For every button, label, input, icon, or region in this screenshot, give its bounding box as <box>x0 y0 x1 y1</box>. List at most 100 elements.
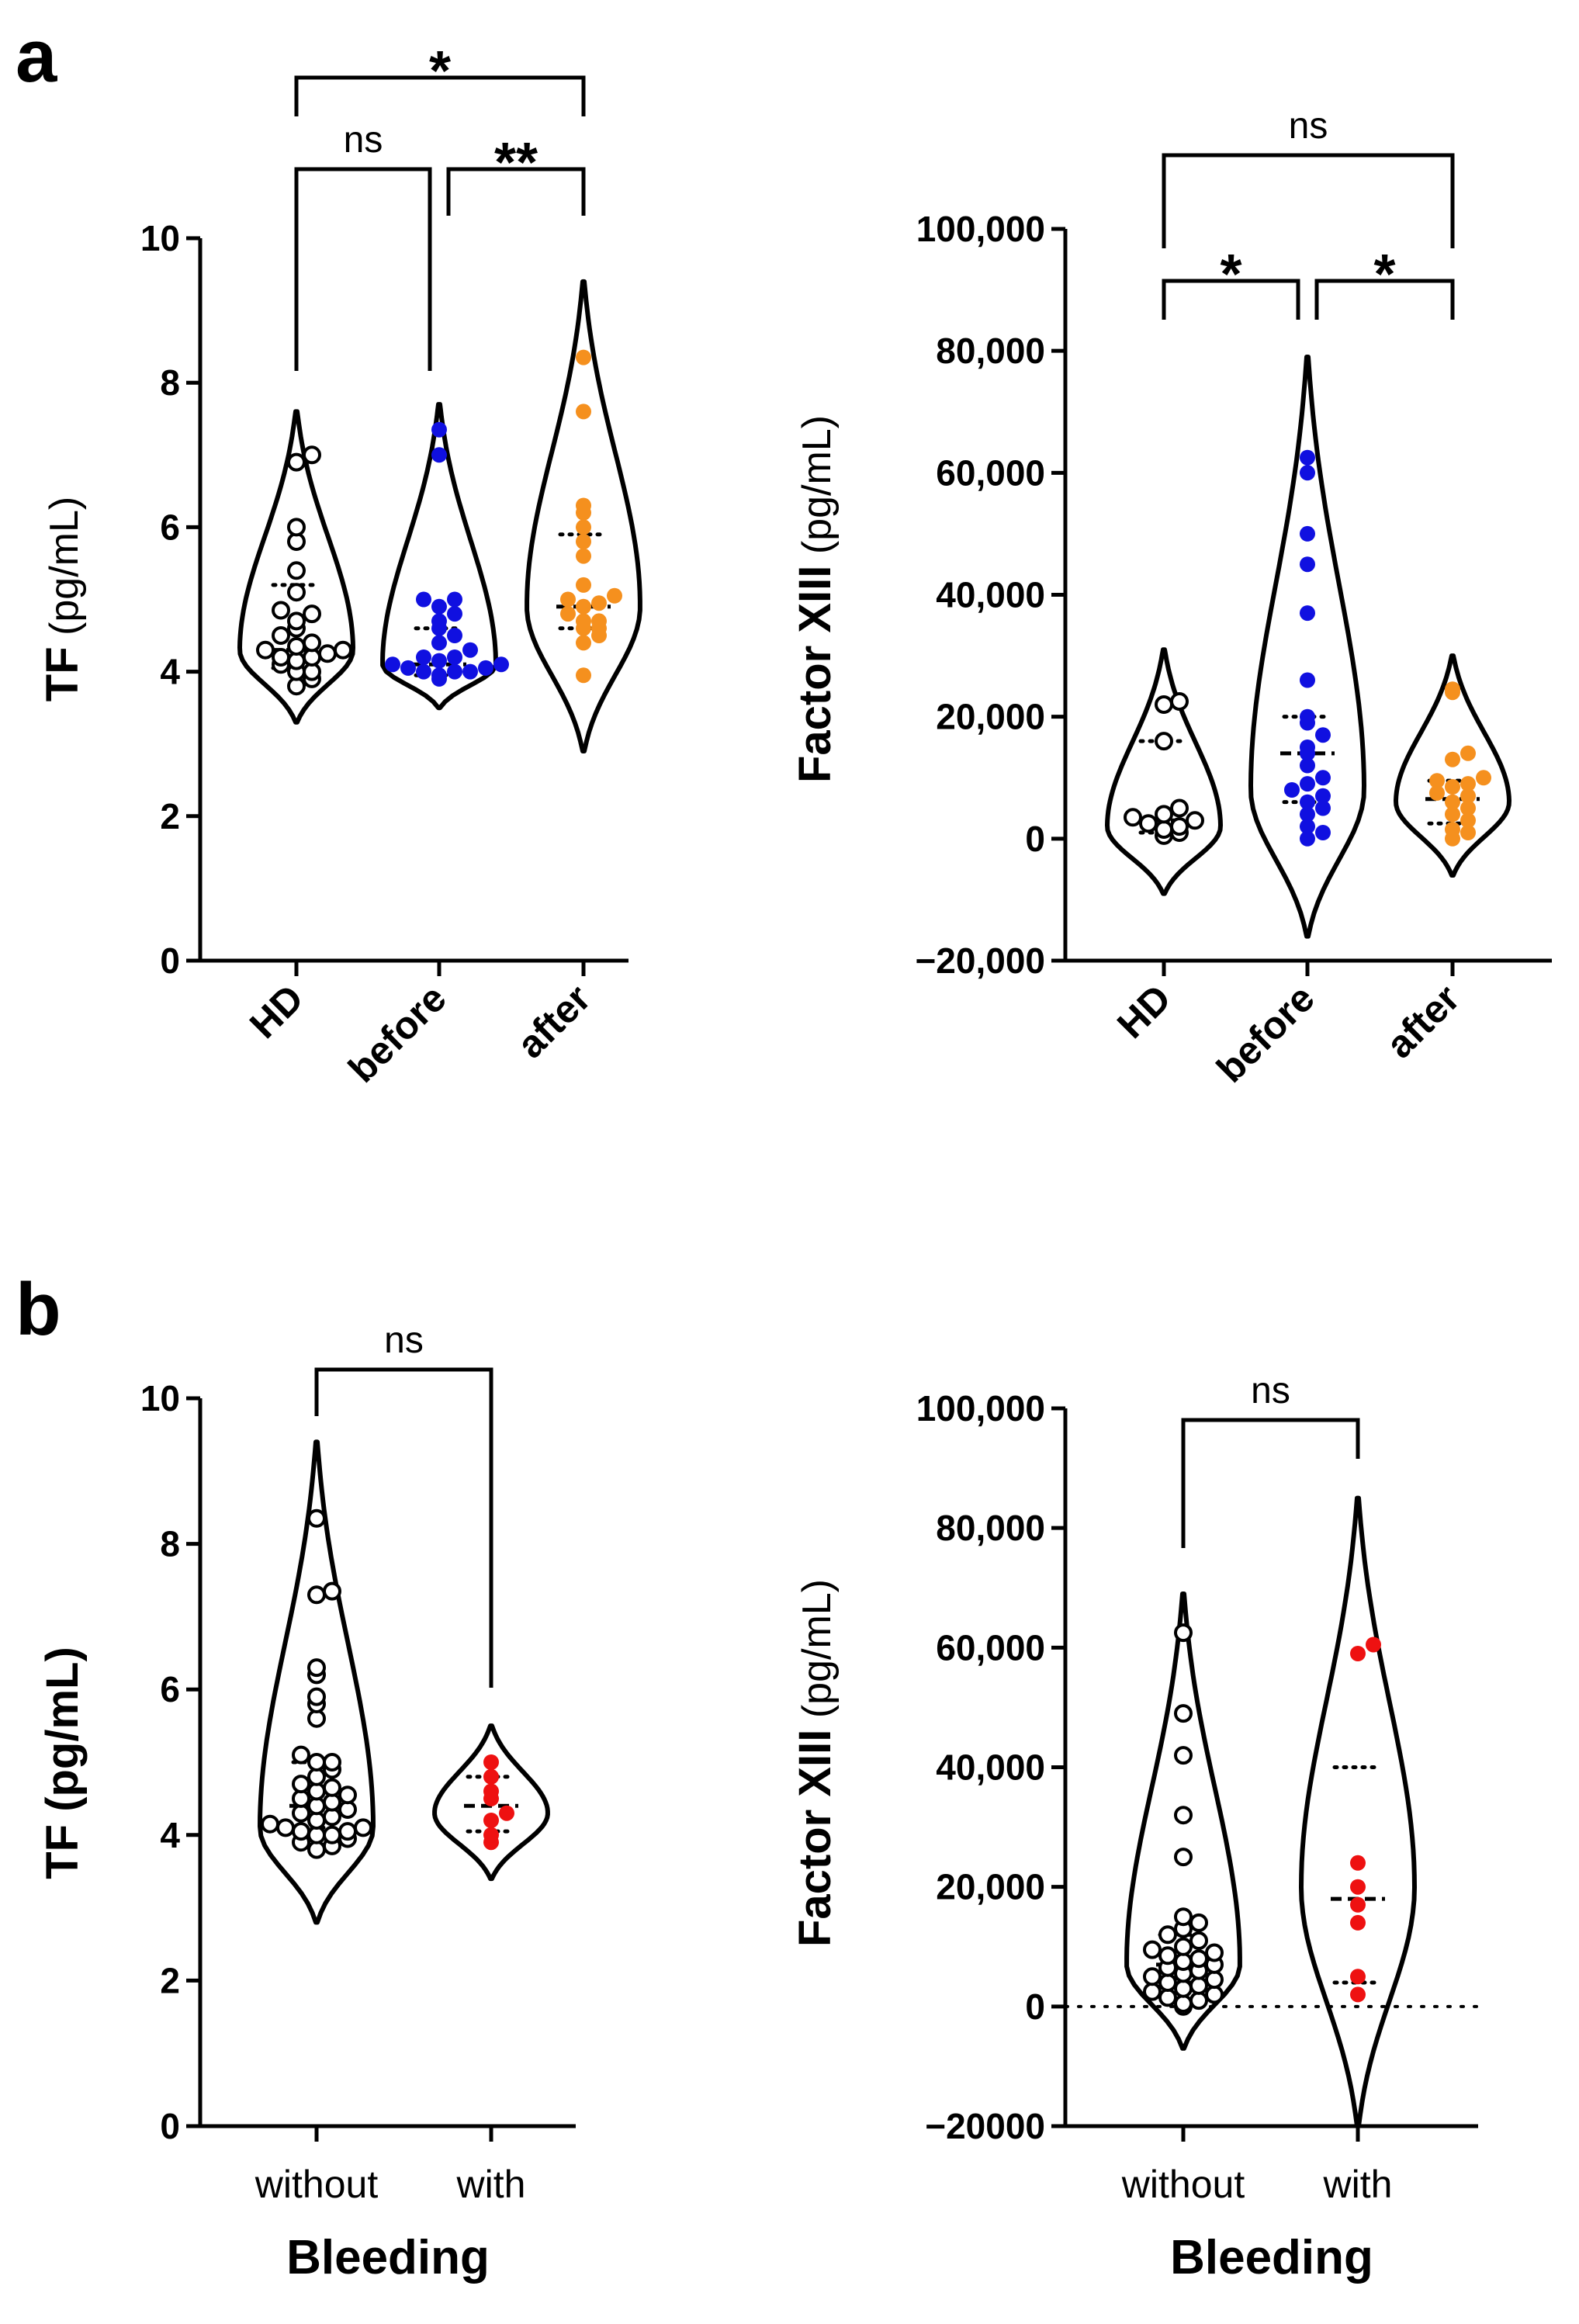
y-tick-label: 10 <box>140 1378 180 1418</box>
y-tick-label: 60,000 <box>936 1627 1045 1668</box>
data-point <box>1174 1806 1193 1825</box>
data-point <box>1143 1982 1162 2001</box>
data-point <box>272 626 290 645</box>
violin-shape <box>237 409 355 725</box>
data-point <box>1350 1914 1366 1931</box>
data-point <box>287 637 306 656</box>
significance-label: ** <box>494 132 538 194</box>
data-point <box>261 1814 279 1834</box>
violin-shape <box>1105 647 1223 896</box>
data-point <box>431 598 447 615</box>
chart-factor-xiii-by-group: −20,000 0 20,000 40,000 60,000 80,000 100,000 F… <box>790 106 1552 1091</box>
x-axis-title: Bleeding <box>286 2231 490 2284</box>
y-tick-label: 2 <box>160 1960 180 2000</box>
violin-shape <box>1299 1495 1417 2128</box>
data-point <box>1350 1879 1366 1895</box>
data-point <box>1300 830 1315 847</box>
data-point <box>576 497 591 514</box>
data-point <box>576 635 591 651</box>
data-point <box>1350 1646 1366 1661</box>
y-tick-label: 8 <box>160 1524 180 1564</box>
data-point <box>287 583 306 602</box>
violin-shape <box>1394 653 1511 878</box>
data-point <box>478 660 493 676</box>
data-point <box>287 611 306 631</box>
data-point <box>591 595 607 611</box>
y-axis-label: Factor XIII (pg/mL) <box>790 1579 840 1947</box>
data-point <box>1186 811 1204 830</box>
significance-label: ns <box>1289 106 1328 147</box>
y-axis-label-main: TF <box>37 646 88 701</box>
data-point <box>323 1778 341 1797</box>
y-tick-label: 60,000 <box>936 452 1045 493</box>
data-point <box>1315 788 1331 804</box>
y-tick-label: 40,000 <box>936 575 1045 615</box>
x-category-label: without <box>1121 2163 1245 2206</box>
significance-label: ns <box>344 119 383 161</box>
data-point <box>1189 1949 1208 1969</box>
x-category-label: after <box>509 976 599 1066</box>
data-point <box>462 642 478 658</box>
y-tick-label: 100,000 <box>916 209 1045 249</box>
data-point <box>307 1585 326 1605</box>
data-point <box>1445 794 1460 810</box>
data-point <box>1445 779 1460 795</box>
y-tick-label: 40,000 <box>936 1747 1045 1788</box>
y-tick-label: −20000 <box>925 2106 1045 2146</box>
data-point <box>307 1658 326 1678</box>
significance-bracket <box>294 167 432 371</box>
significance-bracket <box>1162 153 1455 248</box>
data-point <box>560 606 576 622</box>
violin-shape <box>380 402 498 711</box>
data-point <box>1158 1973 1177 1992</box>
data-point <box>431 613 447 629</box>
data-point <box>287 561 306 580</box>
significance-label: ns <box>384 1320 424 1361</box>
x-category-label: after <box>1378 976 1468 1066</box>
data-point <box>303 633 321 653</box>
data-point <box>447 628 462 643</box>
data-point <box>1460 745 1476 761</box>
y-tick-label: 0 <box>160 940 180 981</box>
y-axis-label-unit: (pg/mL) <box>42 497 87 647</box>
data-point <box>1189 1991 1208 2011</box>
data-point <box>1124 808 1142 827</box>
data-point <box>1155 732 1173 751</box>
data-point <box>576 403 591 420</box>
data-point <box>1460 776 1476 792</box>
y-tick-label: 0 <box>1025 1986 1045 2027</box>
significance-bracket <box>1181 1418 1360 1548</box>
data-point <box>499 1805 514 1821</box>
data-point <box>1174 1994 1193 2013</box>
data-point <box>1155 820 1173 839</box>
significance-label: * <box>429 40 451 102</box>
significance-label: * <box>1220 244 1241 306</box>
data-point <box>1155 805 1173 824</box>
data-point <box>276 1818 295 1837</box>
y-axis-label-main: Factor XIII <box>790 566 840 783</box>
data-point <box>1315 770 1331 786</box>
data-point <box>483 1827 499 1843</box>
y-tick-label: 20,000 <box>936 1867 1045 1907</box>
data-point <box>431 447 447 463</box>
x-category-label: HD <box>241 976 312 1047</box>
data-point <box>1300 605 1315 622</box>
data-point <box>1300 794 1315 810</box>
data-point <box>1300 556 1315 573</box>
data-point <box>1445 751 1460 767</box>
data-point <box>1429 773 1445 789</box>
data-point <box>1315 727 1331 743</box>
data-point <box>576 519 591 535</box>
data-point <box>1189 1931 1208 1950</box>
data-point <box>1205 1943 1224 1962</box>
y-tick-label: 2 <box>160 796 180 836</box>
data-point <box>307 1508 326 1528</box>
data-point <box>1315 800 1331 816</box>
data-point <box>1445 681 1460 698</box>
violin-shape <box>1248 355 1366 939</box>
data-point <box>1429 784 1445 801</box>
data-point <box>431 653 447 669</box>
y-tick-label: 8 <box>160 362 180 403</box>
data-point <box>1300 525 1315 542</box>
data-point <box>1350 1855 1366 1871</box>
